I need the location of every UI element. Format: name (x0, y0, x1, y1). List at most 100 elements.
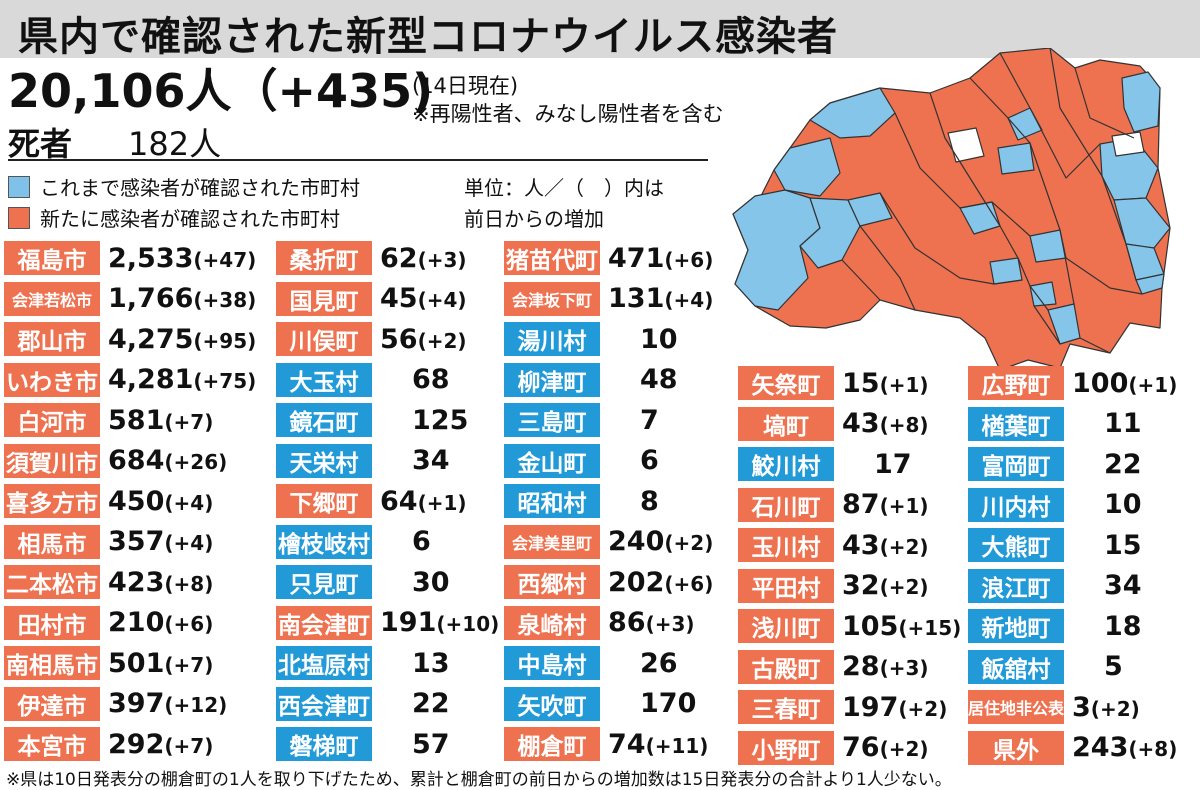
municipality-row: 塙町 43(+8) (738, 406, 929, 441)
case-count: 32(+2) (842, 570, 929, 601)
municipality-row: 大玉村 68 (276, 362, 450, 397)
case-count: 197(+2) (842, 692, 947, 723)
case-total: 423 (108, 566, 165, 598)
municipality-name: 南会津町 (276, 605, 372, 640)
case-total: 30 (412, 566, 450, 598)
case-count: 43(+8) (842, 408, 929, 439)
municipality-row: 下郷町 64(+1) (276, 484, 467, 518)
municipality-row: 郡山市 4,275(+95) (4, 322, 256, 356)
case-total: 581 (108, 404, 165, 436)
case-count: 15 (1104, 530, 1142, 561)
municipality-name: 只見町 (276, 565, 372, 599)
municipality-row: 二本松市 423(+8) (4, 565, 213, 599)
municipality-row: 会津美里町 240(+2) (504, 524, 713, 559)
case-count: 6 (640, 445, 659, 476)
municipality-name: 新地町 (968, 609, 1064, 643)
fukushima-map (732, 48, 1171, 371)
case-total: 32 (842, 570, 880, 601)
municipality-row: 国見町 45(+4) (276, 281, 467, 316)
case-count: 100(+1) (1072, 368, 1177, 399)
municipality-row: 檜枝岐村 6 (276, 524, 431, 559)
case-total: 202 (608, 566, 665, 598)
municipality-name: 湯川村 (504, 322, 600, 356)
case-total: 57 (412, 728, 450, 760)
case-increase: (+26) (164, 450, 228, 474)
case-count: 26 (640, 648, 678, 679)
municipality-name: 玉川村 (738, 528, 834, 562)
municipality-row: 泉崎村 86(+3) (504, 605, 695, 640)
municipality-row: 南相馬市 501(+7) (4, 646, 213, 680)
case-count: 13 (412, 648, 450, 679)
case-count: 210(+6) (108, 607, 213, 638)
municipality-name: 鮫川村 (738, 447, 834, 481)
case-total: 170 (640, 688, 697, 719)
municipality-row: 飯舘村 5 (968, 649, 1123, 684)
case-total: 210 (108, 607, 165, 638)
map-region (1111, 131, 1145, 157)
case-count: 10 (640, 324, 678, 355)
case-increase: (+6) (164, 612, 214, 636)
case-total: 5 (1104, 651, 1123, 682)
case-total: 28 (842, 651, 880, 682)
municipality-row: 富岡町 22 (968, 447, 1142, 481)
case-count: 22 (412, 688, 450, 719)
case-count: 240(+2) (608, 526, 713, 557)
case-increase: (+2) (417, 328, 467, 353)
municipality-row: 浪江町 34 (968, 568, 1142, 603)
case-total: 64 (380, 485, 418, 517)
municipality-name: 川俣町 (276, 322, 372, 356)
municipality-name: 磐梯町 (276, 727, 372, 761)
case-increase: (+15) (898, 615, 962, 640)
map-region (773, 137, 841, 197)
case-increase: (+1) (1128, 372, 1178, 397)
case-count: 684(+26) (108, 445, 227, 476)
case-increase: (+38) (193, 288, 257, 312)
case-increase: (+6) (664, 247, 714, 272)
case-count: 68 (412, 364, 450, 395)
municipality-row: 須賀川市 684(+26) (4, 443, 227, 478)
municipality-name: 泉崎村 (504, 605, 600, 640)
case-count: 581(+7) (108, 405, 213, 436)
municipality-name: いわき市 (4, 362, 100, 397)
case-total: 501 (108, 647, 165, 679)
municipality-name: 西会津町 (276, 686, 372, 721)
case-count: 74(+11) (608, 729, 708, 760)
municipality-name: 大玉村 (276, 362, 372, 397)
legend-swatch-new (8, 206, 30, 229)
municipality-row: 鏡石町 125 (276, 403, 468, 437)
map-boundary (859, 225, 916, 311)
municipality-name: 須賀川市 (4, 443, 100, 478)
case-count: 4,275(+95) (108, 324, 256, 355)
municipality-name: 下郷町 (276, 484, 372, 518)
case-increase: (+8) (164, 571, 214, 596)
municipality-row: 小野町 76(+2) (738, 730, 929, 765)
municipality-row: 鮫川村 17 (738, 447, 912, 481)
municipality-row: 棚倉町 74(+11) (504, 727, 708, 761)
municipality-name: 塙町 (738, 406, 834, 441)
map-region (732, 189, 821, 311)
case-count: 1,766(+38) (108, 283, 256, 314)
case-increase: (+7) (164, 733, 214, 758)
deaths-value: 182人 (128, 125, 222, 163)
case-total: 3 (1072, 691, 1091, 723)
municipality-row: 西会津町 22 (276, 686, 450, 721)
case-increase: (+4) (164, 490, 214, 515)
case-increase: (+3) (417, 247, 467, 272)
case-total: 240 (608, 526, 665, 557)
municipality-name: 西郷村 (504, 565, 600, 599)
case-total: 45 (380, 283, 418, 314)
case-total: 11 (1104, 408, 1142, 439)
case-increase: (+8) (879, 413, 929, 437)
case-increase: (+2) (879, 737, 929, 761)
municipality-name: 三春町 (738, 690, 834, 724)
map-region (847, 192, 893, 227)
case-count: 501(+7) (108, 648, 213, 679)
case-increase: (+2) (664, 531, 714, 555)
municipality-name: 昭和村 (504, 484, 600, 518)
case-count: 8 (640, 486, 659, 517)
case-count: 105(+15) (842, 611, 961, 642)
case-total: 4,275 (108, 323, 194, 355)
case-total: 197 (842, 691, 899, 723)
case-count: 28(+3) (842, 651, 929, 682)
deaths-label: 死者 (8, 125, 73, 163)
